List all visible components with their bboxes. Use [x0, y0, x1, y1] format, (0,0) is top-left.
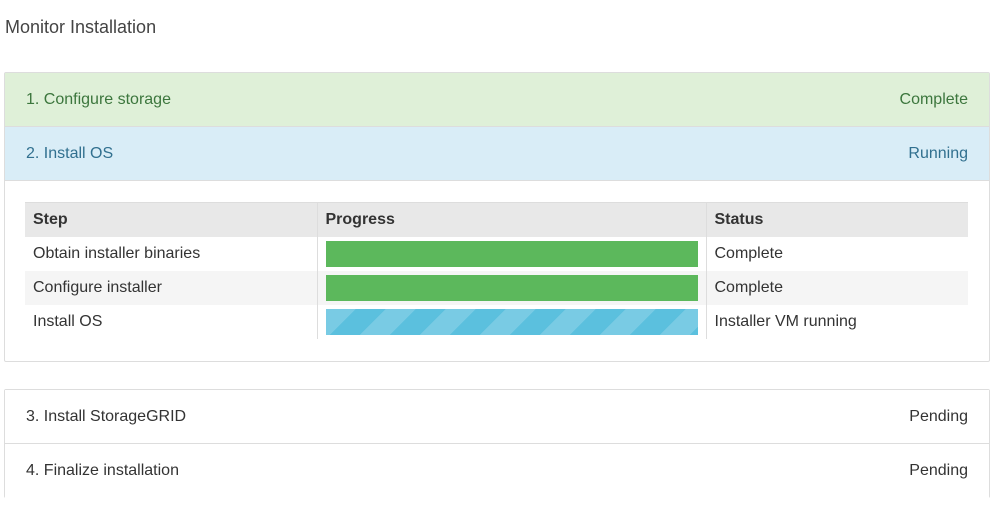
- table-row: Obtain installer binaries Complete: [25, 236, 968, 271]
- stage-install-os: 2. Install OS Running: [5, 127, 989, 181]
- stage-configure-storage: 1. Configure storage Complete: [5, 73, 989, 127]
- pending-stages-panel: 3. Install StorageGRID Pending 4. Finali…: [4, 389, 990, 498]
- stage-label: 1. Configure storage: [26, 90, 171, 108]
- stage-label: 2. Install OS: [26, 144, 114, 162]
- step-name: Obtain installer binaries: [33, 244, 201, 262]
- table-row: Install OS Installer VM running: [25, 304, 968, 339]
- step-name: Install OS: [33, 312, 103, 330]
- step-status: Complete: [705, 270, 968, 305]
- active-stages-panel: 1. Configure storage Complete 2. Install…: [4, 72, 990, 362]
- stage-status: Running: [908, 144, 968, 162]
- progress-bar: [325, 274, 698, 301]
- progress-bar-running: [325, 308, 698, 335]
- column-status: Status: [705, 202, 968, 237]
- stage-status: Pending: [909, 462, 968, 479]
- progress-bar: [325, 240, 698, 267]
- stage-status: Pending: [909, 407, 968, 425]
- install-os-steps-table: Step Progress Status Obtain installer bi…: [25, 202, 968, 339]
- table-row: Configure installer Complete: [25, 270, 968, 305]
- stage-status: Complete: [899, 90, 968, 108]
- step-status: Installer VM running: [705, 304, 968, 339]
- column-progress: Progress: [316, 202, 706, 237]
- page-title: Monitor Installation: [5, 17, 157, 37]
- stage-finalize-installation: 4. Finalize installation Pending: [5, 444, 989, 498]
- stage-label: 4. Finalize installation: [26, 462, 179, 479]
- table-header: Step Progress Status: [25, 202, 968, 237]
- step-status: Complete: [705, 236, 968, 271]
- stage-label: 3. Install StorageGRID: [26, 407, 187, 425]
- step-name: Configure installer: [25, 270, 317, 305]
- stage-install-storagegrid: 3. Install StorageGRID Pending: [5, 390, 989, 444]
- column-step: Step: [25, 202, 317, 237]
